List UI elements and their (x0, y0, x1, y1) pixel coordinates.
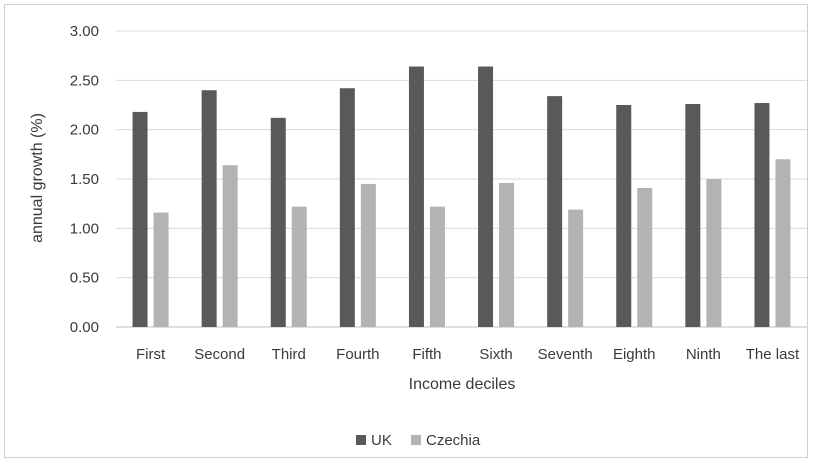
x-tick-label: Second (194, 346, 245, 363)
bar-uk-sixth (478, 66, 494, 328)
bar-czechia-seventh (568, 209, 584, 327)
y-tick-label: 0.00 (70, 319, 99, 336)
y-axis-tick-labels: 0.00 0.50 1.00 1.50 2.00 2.50 3.00 (70, 23, 99, 336)
bar-uk-ninth (685, 104, 701, 327)
x-tick-label: Fifth (412, 346, 441, 363)
bar-uk-seventh (547, 96, 563, 328)
x-tick-label: Sixth (479, 346, 512, 363)
bar-uk-fourth (339, 88, 355, 327)
bar-czechia-first (153, 212, 169, 327)
bar-czechia-the-last (775, 159, 791, 327)
bar-uk-the-last (754, 103, 770, 327)
x-tick-label: Seventh (538, 346, 593, 363)
bar-czechia-ninth (706, 179, 722, 327)
x-tick-label: Eighth (613, 346, 656, 363)
y-tick-label: 3.00 (70, 23, 99, 40)
x-axis-tick-labels: First Second Third Fourth Fifth Sixth Seventh E… (136, 346, 800, 363)
y-tick-label: 2.50 (70, 72, 99, 89)
bar-czechia-fifth (429, 206, 445, 327)
bar-czechia-second (222, 165, 238, 327)
bar-czechia-third (291, 206, 307, 327)
bar-uk-first (132, 111, 148, 327)
x-tick-label: Ninth (686, 346, 721, 363)
y-tick-label: 0.50 (70, 270, 99, 287)
bar-czechia-sixth (499, 182, 515, 327)
legend: UK Czechia (356, 432, 481, 449)
bar-uk-fifth (408, 66, 424, 328)
bar-uk-third (270, 117, 286, 328)
y-tick-label: 2.00 (70, 122, 99, 139)
bar-uk-second (201, 90, 217, 327)
legend-swatch (356, 435, 366, 445)
x-tick-label: Third (272, 346, 306, 363)
x-tick-label: First (136, 346, 166, 363)
x-tick-label: Fourth (336, 346, 379, 363)
bar-uk-eighth (616, 105, 632, 327)
x-tick-label: The last (746, 346, 800, 363)
y-axis-title: annual growth (%) (29, 113, 46, 243)
bar-czechia-eighth (637, 187, 653, 327)
bar-czechia-fourth (360, 183, 376, 327)
y-tick-label: 1.50 (70, 171, 99, 188)
y-tick-label: 1.00 (70, 220, 99, 237)
x-axis-title: Income deciles (409, 376, 516, 393)
gridlines (116, 30, 807, 328)
legend-swatch (411, 435, 421, 445)
legend-label: Czechia (426, 432, 481, 449)
bars (132, 66, 791, 328)
legend-label: UK (371, 432, 392, 449)
